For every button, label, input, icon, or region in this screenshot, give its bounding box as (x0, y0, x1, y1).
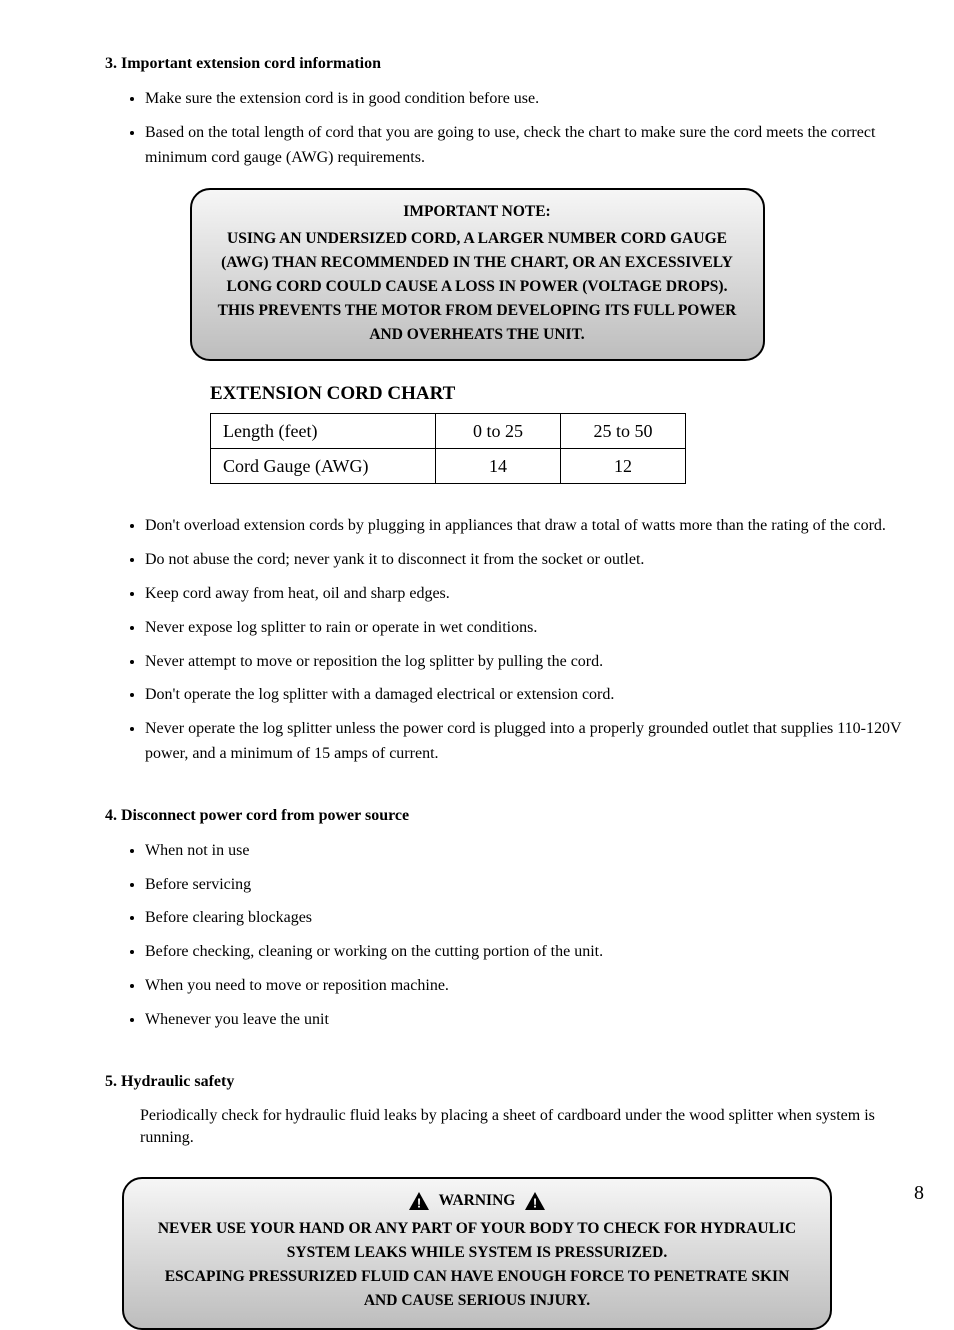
list-item: Keep cord away from heat, oil and sharp … (145, 582, 924, 607)
warning-header: ! WARNING ! (154, 1189, 800, 1213)
table-row: Cord Gauge (AWG) 14 12 (211, 449, 686, 484)
svg-text:!: ! (533, 1196, 537, 1211)
section4-title: 4. Disconnect power cord from power sour… (105, 807, 924, 825)
important-note-box: IMPORTANT NOTE: USING AN UNDERSIZED CORD… (190, 188, 765, 361)
warning-triangle-icon: ! (409, 1192, 429, 1210)
list-item: When not in use (145, 839, 924, 864)
list-item: Make sure the extension cord is in good … (145, 87, 924, 112)
list-item: Do not abuse the cord; never yank it to … (145, 548, 924, 573)
svg-text:!: ! (417, 1196, 421, 1211)
section5-body: Periodically check for hydraulic fluid l… (140, 1105, 899, 1150)
note-body: USING AN UNDERSIZED CORD, A LARGER NUMBE… (218, 230, 737, 343)
section3-bullets-bottom: Don't overload extension cords by pluggi… (30, 514, 924, 766)
list-item: Never attempt to move or reposition the … (145, 650, 924, 675)
cell-gauge-label: Cord Gauge (AWG) (211, 449, 436, 484)
warning-box: ! WARNING ! NEVER USE YOUR HAND OR ANY P… (122, 1177, 832, 1329)
warning-label: WARNING (439, 1189, 516, 1213)
section3-bullets-top: Make sure the extension cord is in good … (30, 87, 924, 170)
list-item: Whenever you leave the unit (145, 1008, 924, 1033)
list-item: Before checking, cleaning or working on … (145, 940, 924, 965)
list-item: Never expose log splitter to rain or ope… (145, 616, 924, 641)
list-item: Never operate the log splitter unless th… (145, 717, 924, 767)
list-item: When you need to move or reposition mach… (145, 974, 924, 999)
list-item: Don't overload extension cords by pluggi… (145, 514, 924, 539)
section5-title: 5. Hydraulic safety (105, 1073, 924, 1091)
list-item: Before servicing (145, 873, 924, 898)
list-item: Before clearing blockages (145, 906, 924, 931)
note-title: IMPORTANT NOTE: (208, 200, 747, 224)
list-item: Don't operate the log splitter with a da… (145, 683, 924, 708)
cell-length-v2: 25 to 50 (561, 414, 686, 449)
list-item: Based on the total length of cord that y… (145, 121, 924, 171)
warning-line1: NEVER USE YOUR HAND OR ANY PART OF YOUR … (154, 1217, 800, 1265)
cell-length-label: Length (feet) (211, 414, 436, 449)
page-number: 8 (914, 1182, 924, 1205)
table-row: Length (feet) 0 to 25 25 to 50 (211, 414, 686, 449)
section4-bullets: When not in use Before servicing Before … (30, 839, 924, 1033)
warning-triangle-icon: ! (525, 1192, 545, 1210)
chart-title: EXTENSION CORD CHART (210, 383, 924, 405)
extension-cord-table: Length (feet) 0 to 25 25 to 50 Cord Gaug… (210, 413, 686, 484)
warning-line2: ESCAPING PRESSURIZED FLUID CAN HAVE ENOU… (154, 1265, 800, 1313)
cell-gauge-v1: 14 (436, 449, 561, 484)
cell-length-v1: 0 to 25 (436, 414, 561, 449)
page-container: 3. Important extension cord information … (0, 0, 954, 1235)
cell-gauge-v2: 12 (561, 449, 686, 484)
section3-title: 3. Important extension cord information (105, 55, 924, 73)
